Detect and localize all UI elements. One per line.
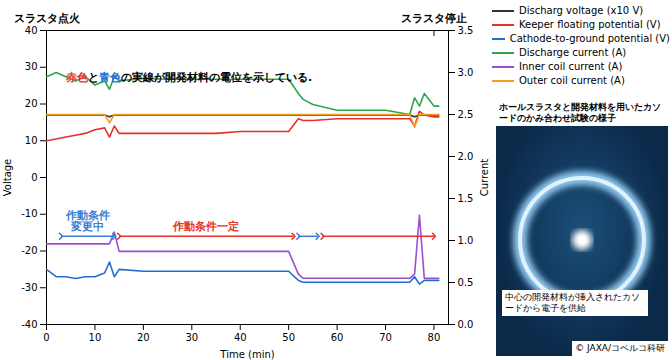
svg-text:3.0: 3.0 — [458, 67, 474, 78]
html-text:Inner coil current (A): Inner coil current (A) — [519, 61, 623, 72]
svg-text:2.5: 2.5 — [458, 109, 474, 120]
svg-text:Current: Current — [479, 159, 490, 197]
html-text:赤色と青色の実線が開発材料の電位を示している.: 赤色と青色の実線が開発材料の電位を示している. — [66, 71, 313, 84]
svg-text:0.0: 0.0 — [458, 319, 474, 330]
html-text:Outer coil current (A): Outer coil current (A) — [519, 75, 625, 86]
svg-text:30: 30 — [185, 332, 198, 343]
svg-text:10: 10 — [89, 332, 102, 343]
html-text:ホールスラスタと開発材料を用いたカソードのかみ合わせ試験の様: ホールスラスタと開発材料を用いたカソードのかみ合わせ試験の様子 — [499, 102, 661, 123]
svg-text:スラスタ点火: スラスタ点火 — [14, 12, 81, 25]
svg-text:3.5: 3.5 — [458, 25, 474, 36]
svg-text:70: 70 — [379, 332, 392, 343]
svg-text:-20: -20 — [21, 245, 37, 256]
svg-text:1.0: 1.0 — [458, 235, 474, 246]
svg-text:50: 50 — [282, 332, 295, 343]
svg-text:20: 20 — [25, 98, 38, 109]
html-text:© JAXA/コベルコ科研: © JAXA/コベルコ科研 — [575, 343, 665, 353]
svg-text:0: 0 — [31, 172, 37, 183]
svg-text:1.5: 1.5 — [458, 193, 474, 204]
svg-text:作動条件一定: 作動条件一定 — [172, 220, 239, 233]
svg-text:2.0: 2.0 — [458, 151, 474, 162]
svg-text:Voltage: Voltage — [2, 159, 13, 197]
svg-text:40: 40 — [234, 332, 247, 343]
svg-text:30: 30 — [25, 61, 38, 72]
svg-text:0: 0 — [43, 332, 49, 343]
svg-text:スラスタ停止: スラスタ停止 — [401, 12, 467, 25]
svg-text:40: 40 — [25, 25, 38, 36]
svg-text:作動条件変更中: 作動条件変更中 — [65, 209, 110, 233]
svg-text:0.5: 0.5 — [458, 277, 474, 288]
svg-text:80: 80 — [428, 332, 441, 343]
svg-text:Time (min): Time (min) — [219, 349, 274, 360]
html-text:Discharg voltage (x10 V): Discharg voltage (x10 V) — [519, 5, 644, 16]
html-text:Cathode-to-ground potential (V: Cathode-to-ground potential (V) — [509, 33, 670, 44]
html-text:Discharge current (A): Discharge current (A) — [519, 47, 627, 58]
svg-text:20: 20 — [137, 332, 150, 343]
svg-text:-40: -40 — [21, 319, 37, 330]
svg-text:60: 60 — [331, 332, 344, 343]
svg-text:10: 10 — [25, 135, 38, 146]
svg-text:-30: -30 — [21, 282, 37, 293]
html-text:中心の開発材料が挿入されたカソードから電子を供給: 中心の開発材料が挿入されたカソードから電子を供給 — [505, 292, 640, 313]
html-text:Keeper floating potential (V): Keeper floating potential (V) — [519, 19, 661, 30]
svg-text:-10: -10 — [21, 208, 37, 219]
